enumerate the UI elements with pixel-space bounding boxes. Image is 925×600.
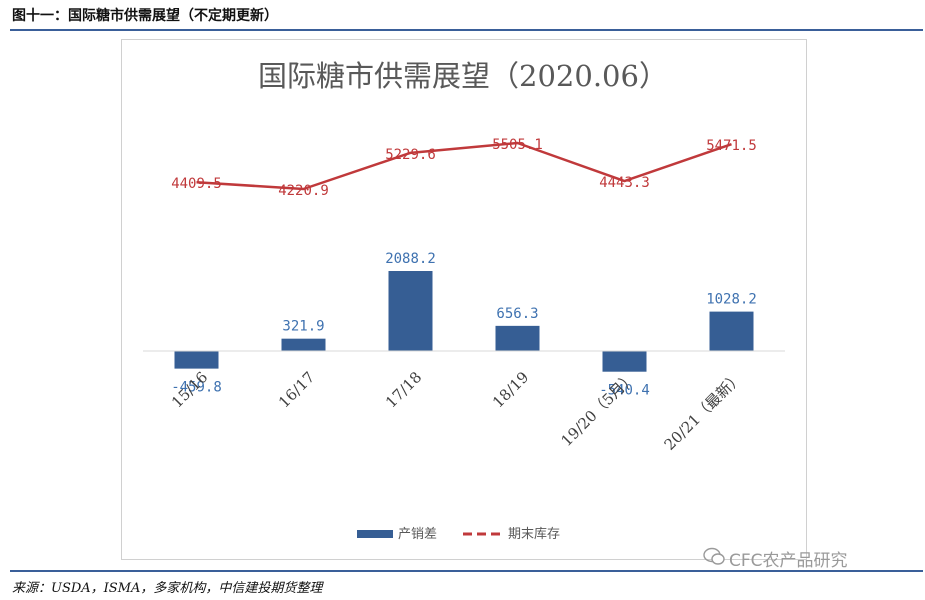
legend-bar-swatch <box>357 530 393 538</box>
bar <box>709 311 754 351</box>
bar-value-label: -540.4 <box>599 383 650 399</box>
bar <box>281 338 326 351</box>
line-series <box>196 141 732 191</box>
bar-value-label: 1028.2 <box>706 292 757 308</box>
legend-line-label: 期末库存 <box>508 526 560 542</box>
line-value-label: 5505.1 <box>492 137 543 153</box>
bar <box>602 351 647 372</box>
line-path <box>196 141 732 191</box>
legend: 产销差 期末库存 <box>357 526 560 542</box>
line-value-label: 5471.5 <box>706 138 757 154</box>
category-label: 20/21（最新） <box>661 368 747 454</box>
bar-value-label: -459.8 <box>171 380 222 396</box>
figure-caption: 图十一：国际糖市供需展望（不定期更新） <box>12 8 278 24</box>
bar-series <box>174 271 754 372</box>
line-value-label: 4220.9 <box>278 183 329 199</box>
bar-value-label: 321.9 <box>282 319 324 335</box>
bar-value-label: 656.3 <box>496 306 538 322</box>
line-labels: 4409.5 4220.9 5229.6 5505.1 4443.3 5471.5 <box>171 137 757 199</box>
top-rule <box>10 29 923 31</box>
bar-labels: -459.8 321.9 2088.2 656.3 -540.4 1028.2 <box>171 251 757 399</box>
wechat-icon <box>703 547 725 565</box>
line-value-label: 5229.6 <box>385 147 436 163</box>
source-note: 来源：USDA，ISMA，多家机构，中信建投期货整理 <box>12 581 323 596</box>
category-label: 18/19 <box>489 368 532 411</box>
category-labels: 15/16 16/17 17/18 18/19 19/20（5月） 20/21（最新） <box>168 368 746 454</box>
chart-title: 国际糖市供需展望（2020.06） <box>258 59 668 93</box>
bar <box>495 325 540 351</box>
legend-bar-label: 产销差 <box>398 527 437 542</box>
category-label: 19/20（5月） <box>557 368 639 450</box>
category-label: 16/17 <box>275 368 318 411</box>
bar <box>388 271 433 351</box>
bar <box>174 351 219 369</box>
line-value-label: 4443.3 <box>599 175 650 191</box>
category-label: 17/18 <box>382 368 425 411</box>
line-value-label: 4409.5 <box>171 176 222 192</box>
bar-value-label: 2088.2 <box>385 251 436 267</box>
watermark: CFC农产品研究 <box>729 551 848 571</box>
bottom-rule <box>10 570 923 572</box>
chart-panel <box>121 39 807 560</box>
